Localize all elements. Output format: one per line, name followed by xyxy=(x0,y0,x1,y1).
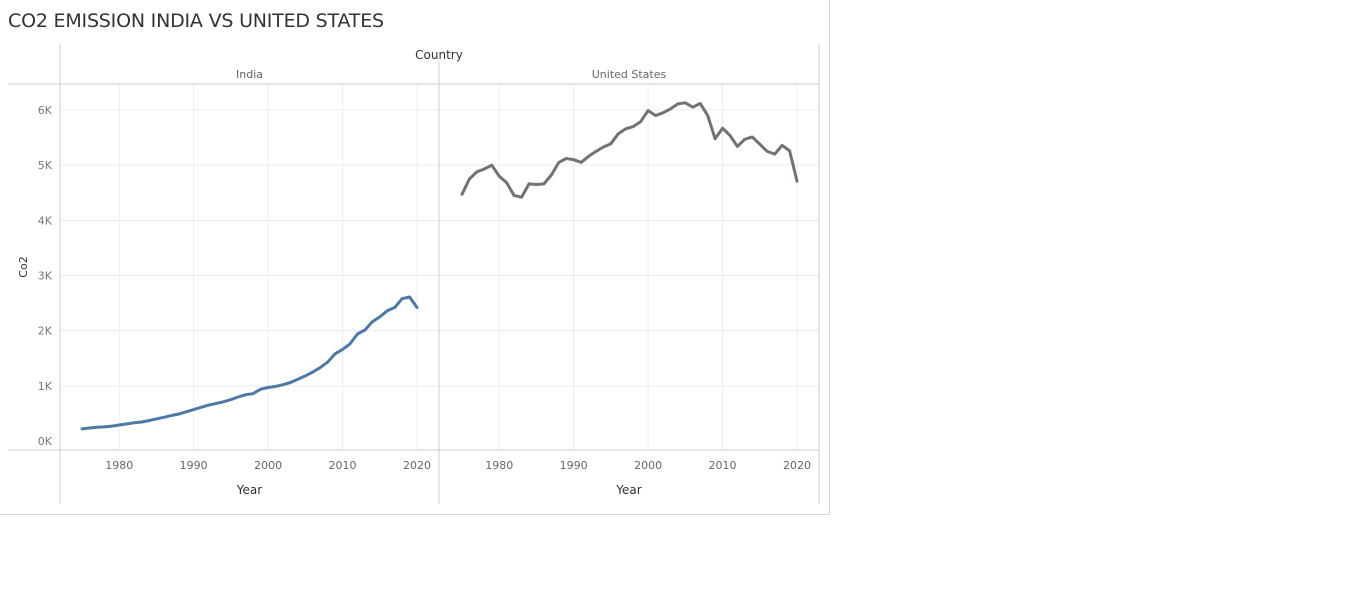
x-tick-label: 1980 xyxy=(485,459,513,472)
pane-header-label: India xyxy=(236,68,263,81)
x-tick-label: 2000 xyxy=(634,459,662,472)
series-layer xyxy=(80,101,799,431)
y-axis-title: Co2 xyxy=(17,256,30,277)
y-tick-label: 3K xyxy=(38,270,53,283)
x-axis-title: Year xyxy=(236,483,262,497)
series-line-united-states xyxy=(460,101,799,199)
y-tick-label: 6K xyxy=(38,104,53,117)
x-axis-title: Year xyxy=(615,483,641,497)
series-line-india xyxy=(80,295,419,431)
x-tick-label: 2020 xyxy=(783,459,811,472)
grid-layer xyxy=(60,84,819,450)
pane-frame xyxy=(8,44,820,504)
y-tick-label: 2K xyxy=(38,325,53,338)
y-tick-label: 1K xyxy=(38,380,53,393)
pane-header-label: United States xyxy=(592,68,667,81)
y-tick-label: 0K xyxy=(38,435,53,448)
x-tick-label: 1980 xyxy=(105,459,133,472)
x-tick-label: 2020 xyxy=(403,459,431,472)
viz-frame xyxy=(0,0,830,515)
chart-canvas: Country Co2 0K 1K 2K 3K 4K 5K 6K India 1980 1990 200… xyxy=(8,44,820,504)
x-tick-label: 2000 xyxy=(254,459,282,472)
x-tick-label: 1990 xyxy=(180,459,208,472)
label-layer: Country Co2 0K 1K 2K 3K 4K 5K 6K India 1980 1990 200… xyxy=(17,48,811,497)
x-tick-label: 2010 xyxy=(709,459,737,472)
y-tick-label: 4K xyxy=(38,214,53,227)
x-tick-label: 2010 xyxy=(329,459,357,472)
column-header-country: Country xyxy=(415,48,463,62)
y-tick-label: 5K xyxy=(38,159,53,172)
chart-title: CO2 EMISSION INDIA VS UNITED STATES xyxy=(8,10,384,32)
x-tick-label: 1990 xyxy=(560,459,588,472)
